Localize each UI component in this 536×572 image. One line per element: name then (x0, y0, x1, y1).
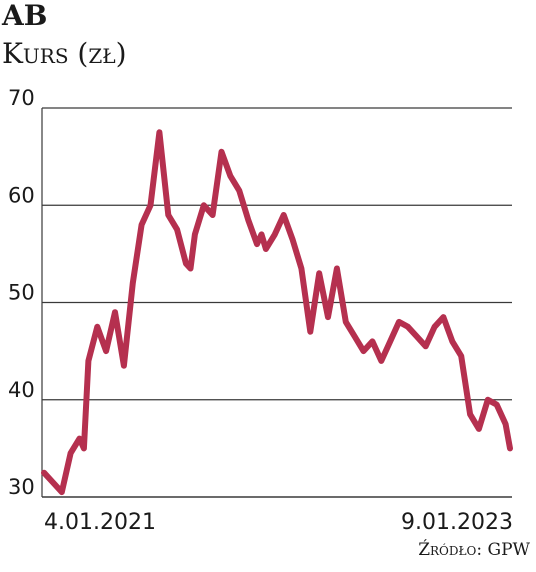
chart-subtitle: Kurs (zł) (2, 37, 127, 70)
y-tick-label-50: 50 (8, 281, 35, 305)
price-series-line (41, 129, 513, 496)
y-tick-label-30: 30 (8, 475, 35, 499)
x-tick-label-start: 4.01.2021 (44, 510, 156, 535)
y-tick-label-60: 60 (8, 183, 35, 207)
y-tick-label-70: 70 (8, 86, 35, 110)
source-note: Źródło: GPW (418, 540, 530, 560)
y-tick-label-40: 40 (8, 378, 35, 402)
chart-title: AB (2, 0, 48, 32)
x-tick-label-end: 9.01.2023 (401, 510, 513, 535)
